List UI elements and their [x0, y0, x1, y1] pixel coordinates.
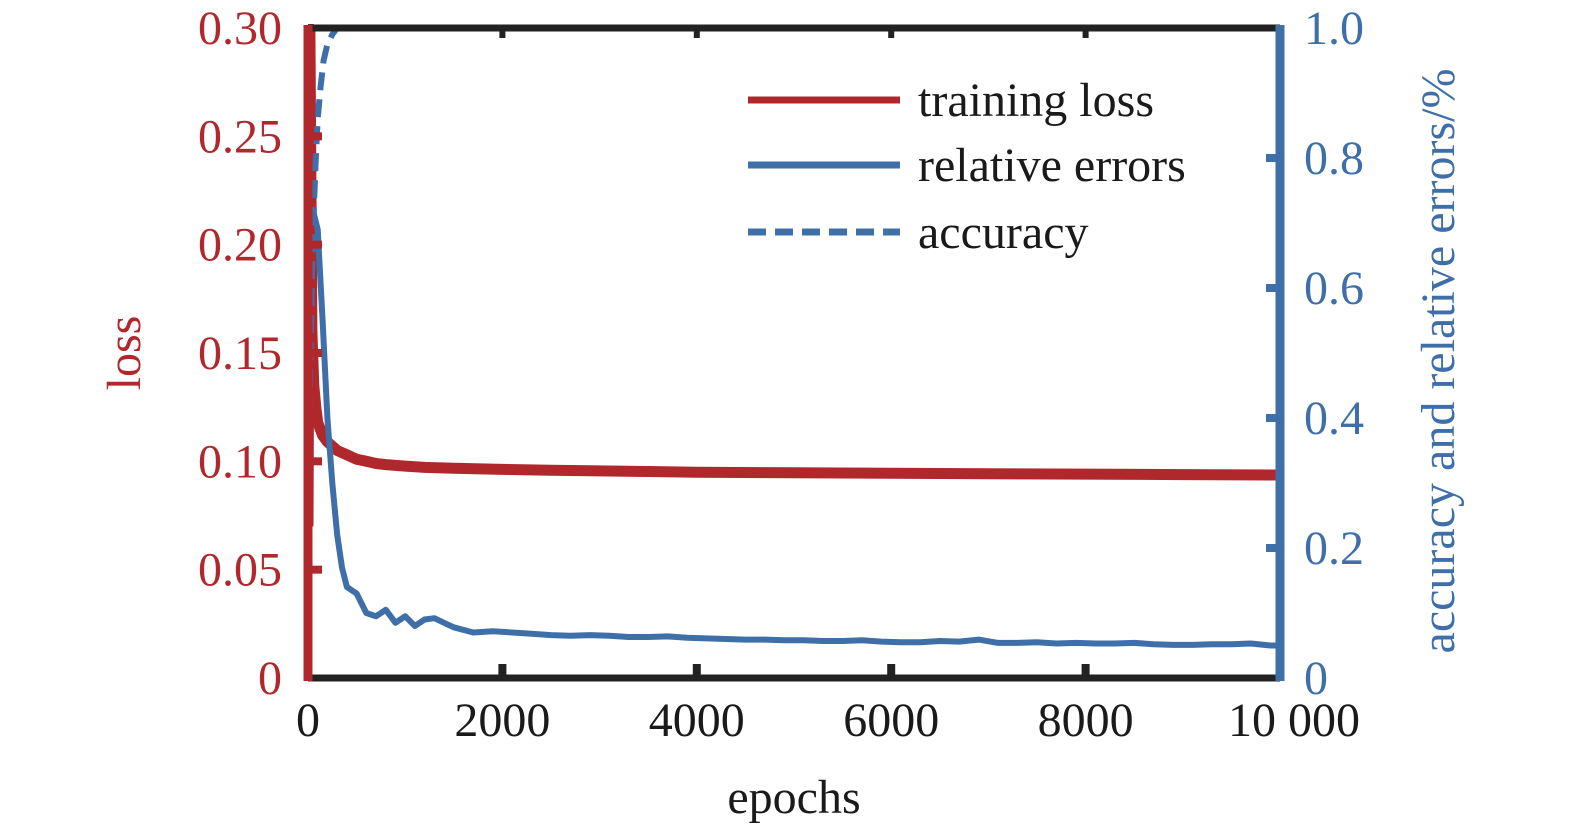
x-tick-label: 2000	[454, 694, 550, 747]
y-left-tick-label: 0.10	[198, 435, 282, 488]
y-right-tick-label: 0.8	[1304, 132, 1364, 185]
y-right-tick-label: 0	[1304, 652, 1328, 705]
y-left-tick-label: 0.15	[198, 327, 282, 380]
series-line-relative-errors	[308, 207, 1280, 649]
x-tick-label: 0	[296, 694, 320, 747]
y-axis-right-label: accuracy and relative errors/%	[1412, 69, 1465, 654]
y-left-tick-label: 0.30	[198, 2, 282, 55]
series-layer	[308, 24, 1280, 649]
y-axis-left-label: loss	[98, 316, 151, 391]
y-left-tick-label: 0.05	[198, 544, 282, 597]
x-tick-label: 8000	[1038, 694, 1134, 747]
series-line-training-loss	[308, 24, 1280, 527]
x-axis-label: epochs	[727, 771, 860, 824]
y-left-tick-label: 0.25	[198, 110, 282, 163]
ticks-layer: 0 2000 4000 6000 8000 10 00000.050.100.150.20…	[198, 2, 1364, 747]
y-right-tick-label: 0.2	[1304, 522, 1364, 575]
y-right-tick-label: 0.4	[1304, 392, 1364, 445]
y-left-tick-label: 0	[258, 652, 282, 705]
x-tick-label: 10 000	[1228, 694, 1360, 747]
legend-label-relative-errors: relative errors	[918, 139, 1186, 192]
legend-label-accuracy: accuracy	[918, 206, 1089, 259]
y-left-tick-label: 0.20	[198, 219, 282, 272]
y-right-tick-label: 0.6	[1304, 262, 1364, 315]
series-line-accuracy	[308, 25, 1280, 523]
legend-label-training-loss: training loss	[918, 74, 1154, 127]
y-right-tick-label: 1.0	[1304, 2, 1364, 55]
x-tick-label: 6000	[843, 694, 939, 747]
legend: training loss relative errors accuracy	[748, 74, 1186, 259]
x-tick-label: 4000	[649, 694, 745, 747]
